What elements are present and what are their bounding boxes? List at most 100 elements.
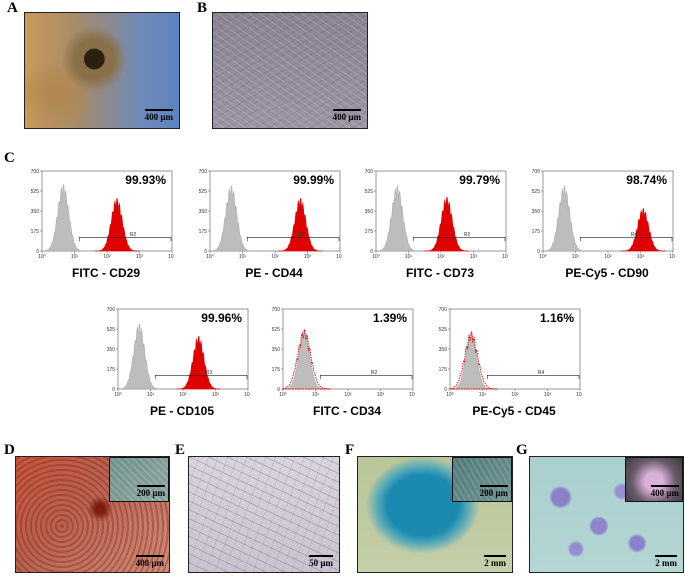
x-tick-label: 10⁴ (168, 254, 174, 260)
x-tick-label: 10² (271, 254, 279, 260)
y-tick-label: 350 (107, 347, 116, 353)
panel-e-scale-bar: 50 µm (309, 555, 333, 568)
x-tick-label: 10¹ (405, 254, 413, 260)
positive-percent: 99.93% (125, 173, 166, 187)
histogram-pe-cd44: 0 175 350 525 700 10⁰ 10¹ 10² 10³ 10⁴ R3 99.99% PE -… (190, 163, 344, 280)
stained-histogram (424, 196, 470, 252)
panel-e-label: E (175, 442, 186, 458)
stained-histogram (620, 207, 666, 252)
gate-bracket (412, 236, 506, 242)
y-tick-label: 700 (365, 169, 374, 175)
x-tick-label: 10⁴ (576, 392, 582, 398)
control-histogram (282, 328, 327, 390)
marker-label: PE - CD105 (149, 404, 215, 418)
marker-label: FITC - CD34 (312, 404, 381, 418)
scale-line (136, 485, 165, 487)
x-tick-label: 10¹ (572, 254, 580, 260)
panel-b-scale-bar: 400 µm (332, 109, 361, 122)
x-tick-label: 10² (437, 254, 445, 260)
y-tick-label: 700 (439, 307, 448, 313)
y-tick-label: 350 (365, 209, 374, 215)
panel-f-inset-scale-label: 200 µm (479, 488, 508, 498)
histogram-plot: 0 175 350 525 700 10⁰ 10¹ 10² 10³ 10⁴ R3 99.96% (107, 307, 252, 398)
marker-label: FITC - CD29 (71, 266, 140, 280)
y-tick-label: 0 (204, 249, 207, 255)
stained-histogram (277, 197, 323, 252)
panel-b-label: B (197, 0, 208, 16)
scale-line (479, 485, 508, 487)
histogram-plot: 0 175 350 525 700 10⁰ 10¹ 10² 10³ 10⁴ R2 99.79% (365, 169, 510, 260)
y-tick-label: 0 (537, 249, 540, 255)
x-tick-label: 10³ (304, 254, 312, 260)
x-tick-label: 10² (179, 392, 187, 398)
x-tick-label: 10³ (470, 254, 478, 260)
y-tick-label: 175 (365, 229, 374, 235)
y-tick-label: 700 (31, 169, 40, 175)
x-tick-label: 10⁰ (539, 254, 547, 260)
gate-label: R2 (371, 370, 378, 376)
y-tick-label: 0 (112, 387, 115, 393)
marker-label: PE-Cy5 - CD90 (565, 266, 649, 280)
positive-percent: 99.96% (201, 311, 242, 325)
marker-label: PE-Cy5 - CD45 (472, 404, 556, 418)
y-tick-label: 350 (439, 347, 448, 353)
panel-e-scale-label: 50 µm (309, 558, 333, 568)
panel-f-inset-scale-bar: 200 µm (479, 485, 508, 498)
marker-label: PE - CD44 (245, 266, 303, 280)
scale-line (309, 555, 333, 557)
control-histogram (375, 184, 420, 252)
y-tick-label: 525 (199, 189, 208, 195)
control-histogram (449, 330, 494, 390)
x-tick-label: 10⁰ (446, 392, 454, 398)
y-tick-label: 350 (532, 209, 541, 215)
x-tick-label: 10⁰ (206, 254, 214, 260)
panel-f-scale-label: 2 mm (484, 558, 506, 568)
y-tick-label: 700 (199, 169, 208, 175)
x-tick-label: 10³ (544, 392, 552, 398)
x-tick-label: 10⁴ (336, 254, 342, 260)
positive-percent: 99.79% (459, 173, 500, 187)
y-tick-label: 350 (199, 209, 208, 215)
histogram-plot: 0 175 350 525 700 10⁰ 10¹ 10² 10³ 10⁴ R2 99.93% (31, 169, 176, 260)
panel-g-scale-label: 2 mm (655, 558, 677, 568)
x-tick-label: 10⁰ (114, 392, 122, 398)
panel-g-inset: 400 µm (625, 457, 683, 502)
scale-line (655, 555, 677, 557)
x-tick-label: 10¹ (312, 392, 320, 398)
control-histogram (41, 183, 86, 252)
y-tick-label: 525 (439, 327, 448, 333)
histogram-pe-cd105: 0 175 350 525 700 10⁰ 10¹ 10² 10³ 10⁴ R3 99.96% PE -… (98, 301, 252, 418)
histogram-plot: 0 175 350 525 700 10⁰ 10¹ 10² 10³ 10⁴ R2 1.39% (272, 307, 417, 398)
gate-label: R4 (538, 370, 545, 376)
y-tick-label: 175 (31, 229, 40, 235)
panel-d-scale-label: 400 µm (135, 558, 164, 568)
panel-d-inset-scale-bar: 200 µm (136, 485, 165, 498)
gate-label: R3 (298, 232, 305, 238)
gate-bracket (154, 374, 248, 380)
gate-bracket (319, 374, 413, 380)
gate-bracket (579, 236, 673, 242)
panel-e-photo: 50 µm (188, 456, 340, 573)
y-tick-label: 0 (36, 249, 39, 255)
x-tick-label: 10¹ (147, 392, 155, 398)
gate-label: R2 (130, 232, 137, 238)
gate-bracket (486, 374, 580, 380)
stained-histogram (448, 331, 498, 390)
histogram-fitc-cd34: 0 175 350 525 700 10⁰ 10¹ 10² 10³ 10⁴ R2 1.39% FITC … (263, 301, 417, 418)
y-tick-label: 525 (107, 327, 116, 333)
y-tick-label: 700 (107, 307, 116, 313)
x-tick-label: 10² (103, 254, 111, 260)
control-histogram (542, 184, 587, 252)
panel-g-label: G (516, 442, 528, 458)
x-tick-label: 10³ (212, 392, 220, 398)
histogram-pe-cy5-cd45: 0 175 350 525 700 10⁰ 10¹ 10² 10³ 10⁴ R4 1.16% PE-Cy… (430, 301, 584, 418)
y-tick-label: 0 (277, 387, 280, 393)
y-tick-label: 350 (272, 347, 281, 353)
panel-d-label: D (4, 442, 15, 458)
histogram-plot: 0 175 350 525 700 10⁰ 10¹ 10² 10³ 10⁴ R4 98.74% (532, 169, 677, 260)
panel-f-scale-bar: 2 mm (484, 555, 506, 568)
gate-bracket (78, 236, 172, 242)
x-tick-label: 10³ (377, 392, 385, 398)
gate-label: R3 (206, 370, 213, 376)
panel-b-scale-label: 400 µm (332, 112, 361, 122)
